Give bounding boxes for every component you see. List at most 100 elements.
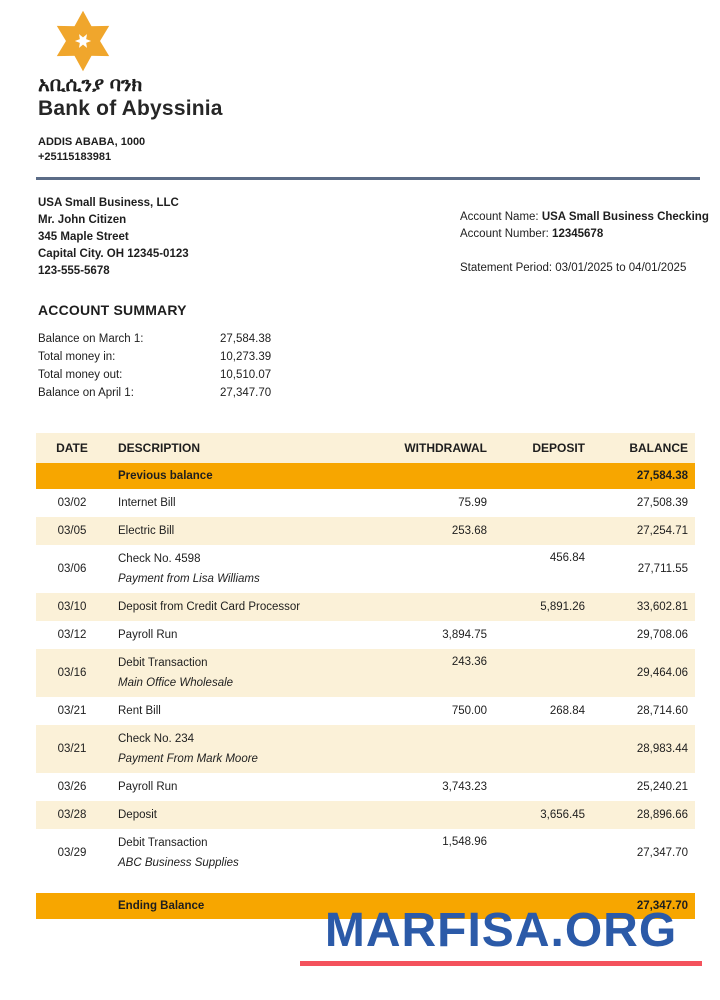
summary-row: Total money out: 10,510.07 — [38, 366, 358, 384]
transaction-row: 03/29 Debit Transaction ABC Business Suppl… — [36, 829, 695, 877]
account-summary-title: ACCOUNT SUMMARY — [38, 302, 187, 318]
transaction-date: 03/06 — [57, 563, 87, 575]
marfisa-watermark-text: MARFISA.ORG — [324, 904, 678, 957]
account-number-value: 12345678 — [552, 228, 604, 240]
transaction-row: 03/12 Payroll Run 3,894.75 29,708.06 — [36, 621, 695, 649]
transaction-date: 03/26 — [57, 781, 87, 793]
summary-label: Balance on April 1: — [38, 387, 134, 399]
transaction-description: Deposit from Credit Card Processor — [108, 594, 372, 620]
transactions-table: DATE DESCRIPTION WITHDRAWAL DEPOSIT BALA… — [36, 433, 695, 919]
ending-balance-label: Ending Balance — [118, 900, 205, 912]
transaction-description-text: Check No. 234 — [118, 733, 195, 745]
summary-value: 10,510.07 — [220, 369, 272, 381]
summary-label: Balance on March 1: — [38, 333, 144, 345]
transaction-withdrawal: 3,743.23 — [442, 781, 487, 793]
transaction-withdrawal: 1,548.96 — [442, 836, 487, 848]
summary-value: 27,347.70 — [220, 387, 272, 399]
transaction-description: Debit Transaction Main Office Wholesale — [108, 650, 372, 696]
transaction-deposit — [487, 725, 587, 732]
transaction-date: 03/12 — [57, 629, 87, 641]
bank-of-abyssinia-logo-icon — [56, 10, 110, 72]
transaction-date: 03/16 — [57, 667, 87, 679]
header-balance: BALANCE — [629, 441, 688, 455]
transaction-description-text: Electric Bill — [118, 525, 175, 537]
account-summary-rows: Balance on March 1: 27,584.38 Total money … — [38, 330, 358, 402]
account-number-line: Account Number: 12345678 — [460, 226, 709, 243]
account-name-line: Account Name: USA Small Business Checkin… — [460, 209, 709, 226]
transaction-description-text: Internet Bill — [118, 497, 176, 509]
transaction-deposit: 3,656.45 — [540, 809, 585, 821]
transaction-row: 03/10 Deposit from Credit Card Processor 5… — [36, 593, 695, 621]
transaction-note: ABC Business Supplies — [118, 857, 239, 869]
summary-value: 10,273.39 — [220, 351, 272, 363]
transaction-description: Payroll Run — [108, 774, 372, 800]
transaction-date: 03/02 — [57, 497, 87, 509]
bank-name-amharic: አቢሲንያ ባንክ — [38, 74, 143, 96]
summary-row: Total money in: 10,273.39 — [38, 348, 358, 366]
transaction-description-text: Payroll Run — [118, 629, 178, 641]
transaction-withdrawal — [372, 725, 487, 732]
marfisa-watermark-underline — [300, 961, 702, 966]
transaction-row: 03/21 Rent Bill 750.00 268.84 28,714.60 — [36, 697, 695, 725]
transaction-deposit: 5,891.26 — [540, 601, 585, 613]
customer-address-line: Mr. John Citizen — [38, 214, 127, 226]
header-date: DATE — [56, 441, 88, 455]
bank-name: Bank of Abyssinia — [38, 97, 223, 120]
customer-address-line: 345 Maple Street — [38, 231, 129, 243]
transaction-description-text: Deposit from Credit Card Processor — [118, 601, 301, 613]
transaction-balance: 28,896.66 — [636, 809, 688, 821]
transaction-balance: 29,464.06 — [636, 667, 688, 679]
previous-balance-label: Previous balance — [118, 470, 213, 482]
account-name-label: Account Name: — [460, 211, 542, 223]
transaction-date: 03/10 — [57, 601, 87, 613]
transaction-description-text: Check No. 4598 — [118, 553, 201, 565]
ending-balance-value: 27,347.70 — [636, 900, 688, 912]
summary-row: Balance on April 1: 27,347.70 — [38, 384, 358, 402]
summary-label: Total money out: — [38, 369, 123, 381]
customer-address-line: USA Small Business, LLC — [38, 197, 179, 209]
transaction-rows: 03/02 Internet Bill 75.99 27,508.39 03/05 Ele… — [36, 489, 695, 877]
transaction-deposit: 456.84 — [549, 552, 585, 564]
transaction-description-text: Debit Transaction — [118, 837, 208, 849]
transaction-balance: 27,711.55 — [637, 563, 688, 575]
transaction-deposit — [487, 649, 587, 656]
transaction-description-text: Payroll Run — [118, 781, 178, 793]
transaction-withdrawal: 243.36 — [451, 656, 487, 668]
transaction-row: 03/06 Check No. 4598 Payment from Lisa Wil… — [36, 545, 695, 593]
customer-address-line: 123-555-5678 — [38, 265, 110, 277]
transaction-row: 03/26 Payroll Run 3,743.23 25,240.21 — [36, 773, 695, 801]
ending-balance-row: Ending Balance 27,347.70 — [36, 893, 695, 919]
bank-phone: +25115183981 — [38, 151, 112, 163]
transaction-date: 03/21 — [57, 743, 87, 755]
header-description: DESCRIPTION — [118, 441, 201, 455]
transaction-row: 03/05 Electric Bill 253.68 27,254.71 — [36, 517, 695, 545]
account-name-value: USA Small Business Checking — [541, 211, 709, 223]
transaction-date: 03/28 — [57, 809, 87, 821]
transaction-note: Main Office Wholesale — [118, 677, 234, 689]
transaction-note: Payment From Mark Moore — [118, 753, 258, 765]
statement-period-line: Statement Period: 03/01/2025 to 04/01/20… — [460, 260, 709, 277]
transaction-description: Check No. 4598 Payment from Lisa Williams — [108, 546, 372, 592]
transaction-description-text: Rent Bill — [118, 705, 161, 717]
transaction-balance: 28,714.60 — [636, 705, 688, 717]
transaction-withdrawal: 75.99 — [458, 497, 487, 509]
transaction-deposit — [487, 829, 587, 836]
transaction-row: 03/02 Internet Bill 75.99 27,508.39 — [36, 489, 695, 517]
account-info-block: Account Name: USA Small Business Checkin… — [460, 209, 709, 277]
transaction-balance: 28,983.44 — [636, 743, 688, 755]
transaction-deposit: 268.84 — [549, 705, 585, 717]
transaction-description: Payroll Run — [108, 622, 372, 648]
transaction-withdrawal: 253.68 — [451, 525, 487, 537]
customer-address-line: Capital City. OH 12345-0123 — [38, 248, 189, 260]
header-withdrawal: WITHDRAWAL — [404, 441, 487, 455]
previous-balance-value: 27,584.38 — [636, 470, 688, 482]
transaction-balance: 25,240.21 — [636, 781, 688, 793]
transaction-description-text: Debit Transaction — [118, 657, 208, 669]
transaction-note: Payment from Lisa Williams — [118, 573, 260, 585]
transaction-description-text: Deposit — [118, 809, 157, 821]
transaction-balance: 27,254.71 — [636, 525, 688, 537]
statement-period-value: 03/01/2025 to 04/01/2025 — [555, 262, 687, 274]
transaction-withdrawal: 3,894.75 — [442, 629, 487, 641]
transaction-row: 03/28 Deposit 3,656.45 28,896.66 — [36, 801, 695, 829]
